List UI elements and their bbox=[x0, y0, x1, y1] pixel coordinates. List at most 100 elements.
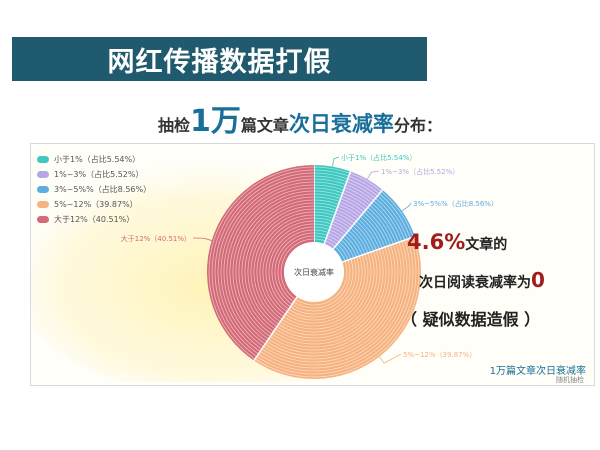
subtitle-middle: 篇文章 bbox=[240, 116, 289, 135]
legend-item: 小于1%（占比5.54%） bbox=[37, 152, 151, 167]
highlight-line-1: 4.6%文章的 bbox=[407, 230, 507, 254]
pie-slice-ring bbox=[369, 204, 397, 244]
highlight-line-3: （ 疑似数据造假 ） bbox=[401, 306, 540, 330]
legend-label: 5%~12%（39.87%） bbox=[54, 200, 138, 209]
title-banner: 网红传播数据打假 bbox=[12, 37, 427, 81]
pie-slice-ring bbox=[342, 237, 357, 258]
pie-slice-ring bbox=[254, 237, 420, 378]
subtitle-emph: 次日衰减率 bbox=[288, 112, 394, 136]
pie-leader-line bbox=[366, 170, 380, 180]
highlight-line3-text: （ 疑似数据造假 ） bbox=[401, 310, 541, 329]
pie-leader-line bbox=[378, 353, 402, 364]
subtitle-number: 1万 bbox=[190, 104, 241, 139]
highlight-pct: 4.6% bbox=[407, 230, 466, 254]
pie-slice-ring bbox=[268, 245, 396, 354]
legend-label: 1%~3%（占比5.52%） bbox=[54, 170, 144, 179]
pie-slice-ring bbox=[238, 196, 315, 335]
pie-slice-ring bbox=[232, 190, 315, 340]
pie-slice-ring bbox=[266, 244, 399, 357]
pie-slice-ring bbox=[244, 202, 315, 330]
pie-slice-ring bbox=[313, 178, 346, 185]
legend-label: 3%~5%%（占比8.56%） bbox=[54, 185, 152, 194]
pie-slice-ring bbox=[259, 217, 315, 318]
pie-slice-ring bbox=[293, 259, 351, 309]
pie-slice-ring bbox=[278, 250, 378, 336]
pie-slice-fill bbox=[314, 165, 351, 244]
pie-slice-ring bbox=[354, 223, 374, 252]
chart-caption-sub: 随机抽检 bbox=[556, 376, 584, 384]
pie-slice bbox=[323, 171, 383, 249]
pie-slice-ring bbox=[379, 193, 411, 239]
pie-slice-ring bbox=[291, 258, 354, 312]
pie-slice bbox=[207, 165, 315, 361]
chart-panel: 小于1%（占比5.54%） 1%~3%（占比5.52%） 3%~5%%（占比8.56… bbox=[30, 143, 595, 386]
legend-item: 3%~5%%（占比8.56%） bbox=[37, 182, 151, 197]
legend-swatch bbox=[37, 156, 49, 163]
pie-outer-label: 大于12%（40.51%） bbox=[121, 234, 191, 243]
legend-label: 小于1%（占比5.54%） bbox=[54, 155, 141, 164]
pie-slice bbox=[332, 189, 415, 263]
pie-slice-ring bbox=[375, 197, 405, 241]
highlight-line2-text: 次日阅读衰减率为 bbox=[419, 275, 531, 291]
pie-slice-ring bbox=[261, 241, 408, 366]
pie-slice-ring bbox=[264, 243, 402, 360]
pie-slice-fill bbox=[324, 171, 383, 249]
subtitle: 抽检1万篇文章次日衰减率分布： bbox=[0, 96, 600, 140]
pie-slice-ring bbox=[226, 184, 315, 345]
pie-slice-ring bbox=[348, 230, 366, 255]
page-title: 网红传播数据打假 bbox=[107, 46, 332, 78]
highlight-line1-tail: 文章的 bbox=[465, 237, 508, 253]
pie-slice-ring bbox=[247, 205, 315, 327]
pie-slice-separator bbox=[332, 189, 384, 250]
legend-label: 大于12%（40.51%） bbox=[54, 215, 135, 224]
pie-slice-ring bbox=[367, 207, 394, 245]
pie-slice-ring bbox=[288, 256, 360, 318]
pie-slice-ring bbox=[365, 209, 391, 246]
pie-slice-ring bbox=[380, 191, 414, 238]
pie-slice-ring bbox=[313, 175, 347, 183]
pie-slice-ring bbox=[253, 211, 315, 322]
pie-slice-ring bbox=[262, 220, 315, 315]
pie-slice-ring bbox=[361, 214, 386, 248]
legend-swatch bbox=[37, 186, 49, 193]
pie-slice-ring bbox=[268, 226, 315, 310]
pie-slice-ring bbox=[208, 166, 315, 360]
pie-slice-ring bbox=[217, 175, 315, 352]
pie-slice-ring bbox=[346, 181, 376, 199]
pie-slice-ring bbox=[313, 172, 348, 180]
legend-item: 1%~3%（占比5.52%） bbox=[37, 167, 151, 182]
pie-slice-ring bbox=[241, 199, 315, 332]
pie-slice-fill bbox=[253, 236, 421, 379]
legend-swatch bbox=[37, 201, 49, 208]
subtitle-prefix: 抽检 bbox=[158, 116, 191, 135]
subtitle-suffix: 分布： bbox=[393, 116, 442, 135]
pie-slice-ring bbox=[220, 178, 315, 350]
pie-slice-separator bbox=[342, 235, 416, 263]
pie-slice-ring bbox=[259, 240, 411, 369]
pie-slice-ring bbox=[283, 253, 369, 327]
pie-slice-ring bbox=[250, 208, 315, 325]
highlight-line-2: 次日阅读衰减率为0 bbox=[419, 268, 545, 292]
pie-slice-ring bbox=[271, 246, 390, 348]
pie-slice-ring bbox=[344, 234, 360, 257]
pie-slice-ring bbox=[275, 248, 384, 342]
pie-slice-ring bbox=[295, 260, 348, 306]
pie-slice-ring bbox=[229, 187, 315, 342]
pie-slice-ring bbox=[286, 255, 363, 321]
pie-slice-ring bbox=[313, 166, 350, 174]
pie-slice-ring bbox=[273, 247, 387, 345]
pie-slice-ring bbox=[280, 238, 315, 300]
pie-slice-separator bbox=[323, 171, 352, 245]
pie-slice-ring bbox=[349, 172, 382, 192]
pie-slice-ring bbox=[356, 220, 377, 251]
pie-outer-label: 5%~12%（39.87%） bbox=[403, 351, 476, 359]
pie-slice-ring bbox=[373, 200, 403, 242]
pie-slice-ring bbox=[347, 178, 378, 197]
pie-slice-ring bbox=[214, 172, 315, 355]
pie-center-hole bbox=[284, 242, 344, 302]
pie-slice bbox=[253, 235, 421, 379]
pie-slice-ring bbox=[223, 181, 315, 347]
legend-swatch bbox=[37, 171, 49, 178]
pie-slice-fill bbox=[333, 189, 415, 263]
pie-slice-ring bbox=[263, 242, 405, 363]
